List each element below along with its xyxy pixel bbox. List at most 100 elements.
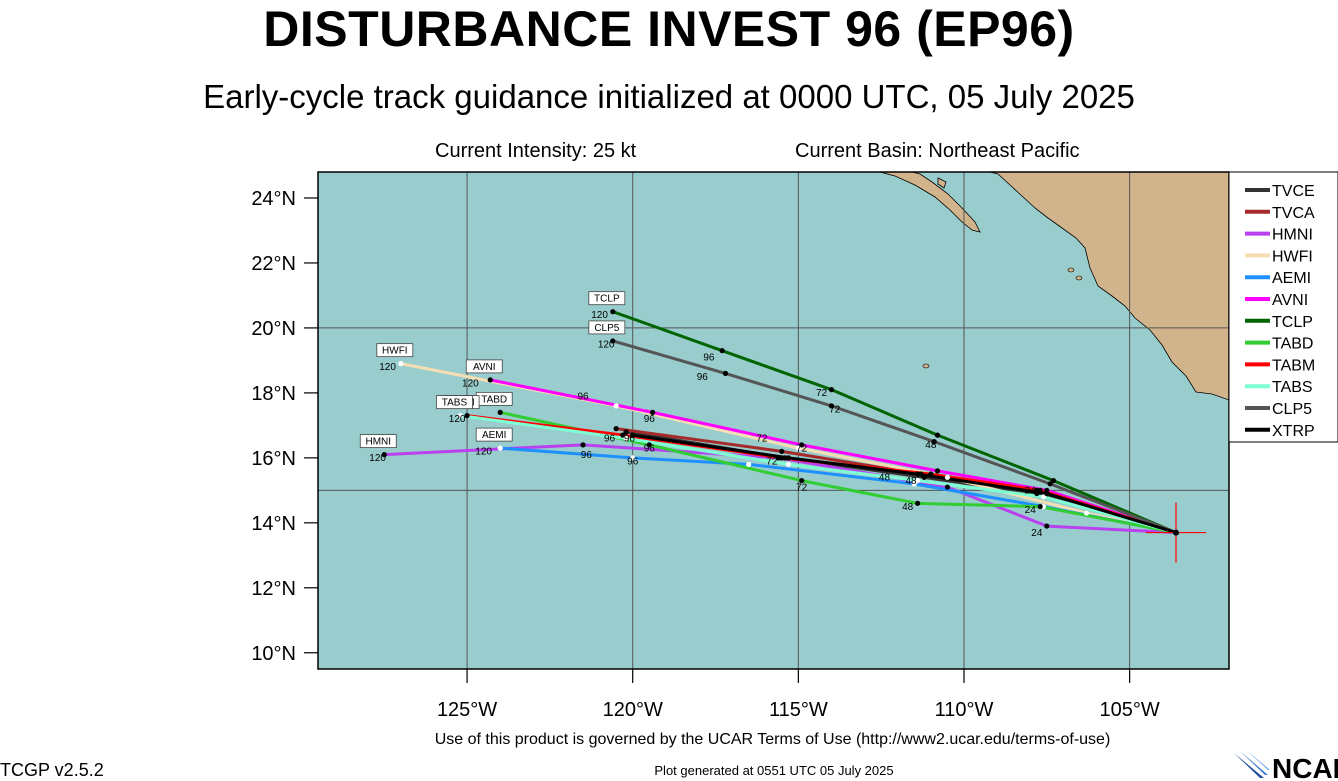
track-avni <box>489 378 1177 534</box>
track-point <box>944 484 951 490</box>
track-point <box>381 452 387 458</box>
svg-text:TCLP: TCLP <box>1272 314 1313 331</box>
track-point <box>934 468 941 474</box>
forecast-hour-label: 48 <box>879 473 891 484</box>
track-point <box>487 377 493 383</box>
lat-tick-label: 20°N <box>251 318 296 340</box>
track-point <box>1047 481 1053 487</box>
svg-text:HMNI: HMNI <box>365 437 391 448</box>
track-point <box>464 413 470 419</box>
track-point <box>620 432 626 438</box>
lat-tick-label: 24°N <box>251 188 296 210</box>
track-point <box>623 435 629 441</box>
track-point <box>1083 510 1090 516</box>
ocean-background <box>318 172 1229 669</box>
svg-text:AVNI: AVNI <box>1272 292 1308 309</box>
svg-text:CLP5: CLP5 <box>1272 401 1312 418</box>
svg-text:TABD: TABD <box>481 394 507 405</box>
track-points <box>381 309 1090 529</box>
track-point <box>799 477 805 484</box>
forecast-hour-label: 96 <box>624 434 636 445</box>
track-point <box>779 455 785 461</box>
track-point <box>497 409 503 415</box>
model-box-hmni: HMNI <box>359 434 397 449</box>
forecast-hour-label: 24 <box>1025 486 1037 497</box>
track-point <box>915 471 921 477</box>
track-point <box>1050 477 1057 484</box>
track-point <box>779 448 785 454</box>
track-point <box>646 442 652 448</box>
svg-text:TABS: TABS <box>1272 379 1313 396</box>
track-point <box>931 439 937 445</box>
mexico-landmass <box>989 172 1229 401</box>
track-point <box>610 309 616 315</box>
svg-text:TVCA: TVCA <box>1272 205 1315 222</box>
track-point <box>1044 523 1050 529</box>
svg-text:TABM: TABM <box>1272 357 1315 374</box>
svg-text:AEMI: AEMI <box>1272 270 1311 287</box>
track-point <box>911 481 917 487</box>
svg-text:TCLP: TCLP <box>594 294 620 305</box>
model-box-tclp: TCLP <box>588 291 626 306</box>
track-point <box>785 461 792 467</box>
track-point <box>613 403 619 409</box>
forecast-hour-label: 96 <box>644 443 656 454</box>
version-label: TCGP v2.5.2 <box>0 760 104 780</box>
track-point <box>921 474 927 480</box>
model-box-tabs: TABS <box>436 395 473 410</box>
legend-item-hwfi: HWFI <box>1245 248 1313 265</box>
lon-tick-label: 120°W <box>603 699 663 721</box>
svg-text:AVNI: AVNI <box>473 362 496 373</box>
track-clp5 <box>612 339 1177 534</box>
legend-item-tabs: TABS <box>1245 379 1313 396</box>
forecast-hour-label: 48 <box>902 502 914 513</box>
page-title: DISTURBANCE INVEST 96 (EP96) <box>263 1 1075 57</box>
lon-tick-label: 125°W <box>437 699 497 721</box>
track-point <box>623 429 629 435</box>
track-point <box>457 413 464 419</box>
track-tclp <box>612 310 1177 534</box>
forecast-hour-label: 72 <box>829 404 841 415</box>
track-point <box>828 403 835 409</box>
lat-tick-label: 16°N <box>251 448 296 470</box>
svg-text:HMNI: HMNI <box>1272 227 1313 244</box>
forecast-hour-label: 48 <box>925 440 937 451</box>
forecast-hour-label: 72 <box>756 434 768 445</box>
track-point <box>934 432 941 438</box>
forecast-hour-label: 72 <box>796 482 808 493</box>
legend-item-avni: AVNI <box>1245 292 1308 309</box>
track-point <box>915 477 921 484</box>
legend-item-tclp: TCLP <box>1245 314 1313 331</box>
forecast-hour-label: 24 <box>1031 528 1043 539</box>
forecast-hour-label: 96 <box>581 450 593 461</box>
generated-timestamp: Plot generated at 0551 UTC 05 July 2025 <box>654 763 894 778</box>
initial-position-marker <box>1145 502 1206 563</box>
forecast-hour-label: 96 <box>703 352 715 363</box>
legend-item-tabm: TABM <box>1245 357 1315 374</box>
legend-box <box>1228 171 1338 443</box>
forecast-hour-label: 48 <box>905 476 917 487</box>
track-point <box>610 338 616 344</box>
current-intensity: Current Intensity: 25 kt <box>435 140 637 162</box>
track-point <box>1037 503 1043 510</box>
island-2 <box>1075 275 1083 281</box>
forecast-hour-label: 96 <box>644 414 656 425</box>
forecast-hour-label: 96 <box>697 372 709 383</box>
lat-tick-label: 12°N <box>251 578 296 600</box>
track-point <box>1037 487 1043 493</box>
track-point <box>649 409 656 415</box>
forecast-hour-label: 72 <box>816 388 828 399</box>
track-tabs <box>460 414 1177 535</box>
track-point <box>398 361 404 367</box>
legend-item-xtrp: XTRP <box>1245 423 1315 440</box>
terms-of-use: Use of this product is governed by the U… <box>434 731 1111 748</box>
svg-text:XTRP: XTRP <box>1272 423 1315 440</box>
legend-item-tabd: TABD <box>1245 336 1313 353</box>
longitude-axis: 125°W 120°W 115°W 110°W 105°W <box>437 669 1160 721</box>
lon-tick-label: 105°W <box>1099 699 1159 721</box>
model-box-avni: AVNI <box>465 359 503 374</box>
island-3 <box>922 363 930 369</box>
model-box-tabd: TABD <box>475 391 513 406</box>
forecast-hour-label: 120 <box>369 453 386 464</box>
